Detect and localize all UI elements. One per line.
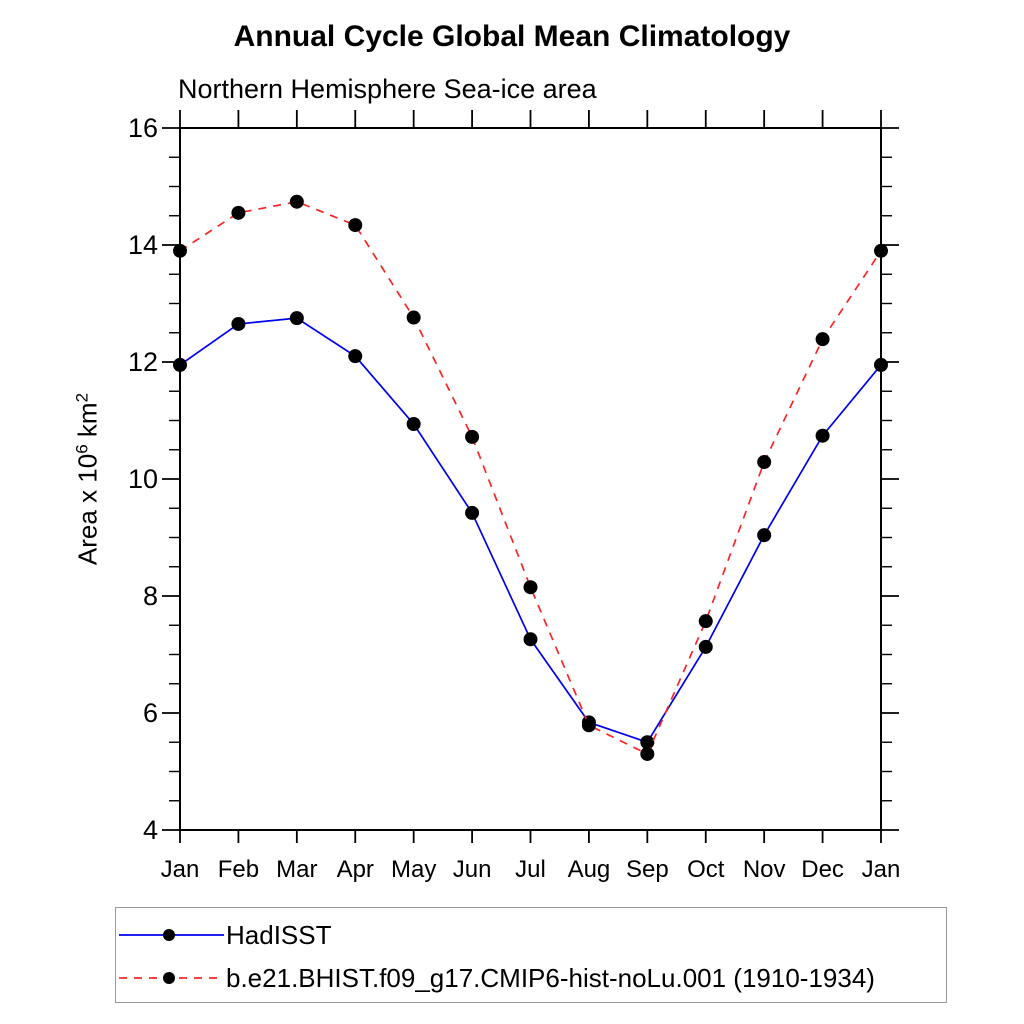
data-point bbox=[698, 639, 713, 654]
chart-title: Annual Cycle Global Mean Climatology bbox=[233, 20, 791, 53]
legend-line-sample bbox=[119, 929, 224, 941]
data-point bbox=[698, 614, 713, 629]
series-line-0 bbox=[179, 317, 882, 744]
data-point bbox=[406, 417, 421, 432]
x-tick-label: Mar bbox=[276, 856, 317, 883]
legend-box: HadISST b.e21.BHIST.f09_g17.CMIP6-hist-n… bbox=[115, 907, 947, 1003]
axis-frame bbox=[179, 127, 882, 831]
data-point bbox=[465, 429, 480, 444]
y-tick-label: 4 bbox=[143, 815, 158, 845]
data-point bbox=[173, 357, 187, 372]
data-point bbox=[523, 632, 538, 647]
x-tick-label: Sep bbox=[626, 856, 669, 883]
y-tick-label: 14 bbox=[128, 230, 158, 260]
legend-label: b.e21.BHIST.f09_g17.CMIP6-hist-noLu.001 … bbox=[226, 962, 875, 993]
data-point bbox=[289, 311, 304, 326]
x-tick-label: Aug bbox=[568, 856, 611, 883]
y-tick-label: 16 bbox=[128, 113, 158, 143]
legend-label: HadISST bbox=[226, 919, 332, 950]
x-tick-label: Apr bbox=[337, 856, 374, 883]
chart-subtitle: Northern Hemisphere Sea-ice area bbox=[178, 74, 597, 104]
data-point bbox=[465, 505, 480, 520]
x-tick-label: Jan bbox=[161, 856, 200, 883]
x-tick-label: May bbox=[391, 856, 436, 883]
data-point bbox=[406, 310, 421, 325]
data-point bbox=[348, 349, 363, 364]
y-tick-label: 10 bbox=[128, 464, 158, 494]
data-point bbox=[757, 455, 772, 470]
legend-line-sample bbox=[119, 972, 224, 984]
x-tick-label: Oct bbox=[687, 856, 725, 883]
y-tick-label: 8 bbox=[143, 581, 158, 611]
data-point bbox=[815, 332, 830, 347]
x-tick-label: Nov bbox=[743, 856, 786, 883]
data-point bbox=[640, 735, 655, 750]
legend-entry-hadisst: HadISST bbox=[119, 920, 332, 950]
legend-sample-marker bbox=[163, 972, 175, 984]
data-point bbox=[231, 205, 246, 220]
data-point bbox=[348, 218, 363, 233]
data-point bbox=[640, 746, 655, 761]
legend-sample-marker bbox=[163, 929, 175, 941]
data-point bbox=[757, 528, 772, 543]
legend-entry-model: b.e21.BHIST.f09_g17.CMIP6-hist-noLu.001 … bbox=[119, 963, 875, 993]
y-tick-label: 6 bbox=[143, 698, 158, 728]
data-point bbox=[815, 428, 830, 443]
data-point bbox=[289, 194, 304, 209]
series-line-1 bbox=[179, 200, 882, 756]
x-tick-label: Jul bbox=[515, 856, 546, 883]
data-point bbox=[231, 316, 246, 331]
x-tick-label: Jan bbox=[862, 856, 901, 883]
x-tick-label: Jun bbox=[453, 856, 492, 883]
x-tick-label: Dec bbox=[801, 856, 844, 883]
data-point bbox=[874, 357, 888, 372]
data-point bbox=[581, 718, 596, 733]
y-tick-label: 12 bbox=[128, 347, 158, 377]
data-point bbox=[523, 580, 538, 595]
data-point bbox=[874, 243, 888, 258]
x-tick-label: Feb bbox=[218, 856, 259, 883]
data-point bbox=[173, 243, 187, 258]
